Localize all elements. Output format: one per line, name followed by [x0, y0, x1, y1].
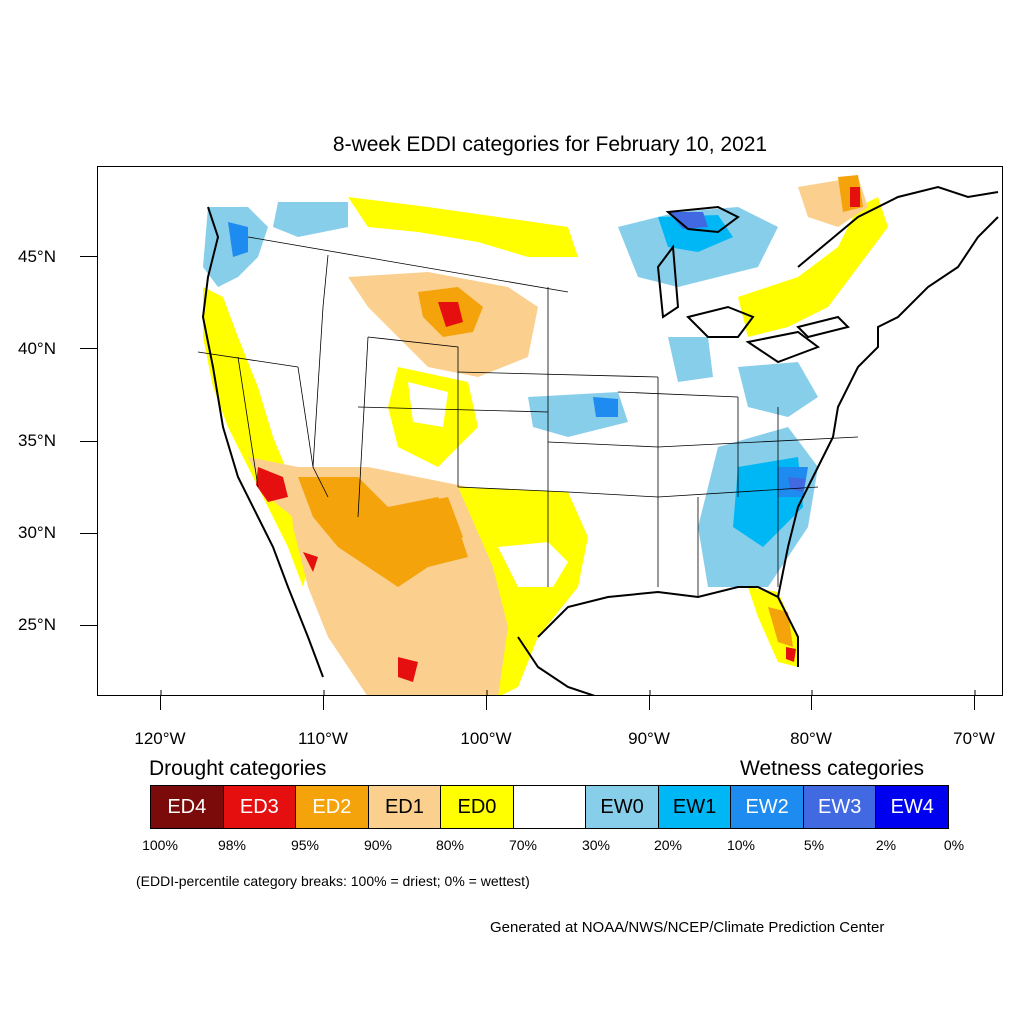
legend-label: ED0	[457, 795, 497, 818]
lon-tick	[160, 696, 161, 710]
region-nv-ed3	[256, 467, 288, 502]
region-northeast-ed0	[738, 197, 888, 337]
break-label: 80%	[435, 837, 465, 853]
legend-cell-ew1: EW1	[658, 786, 732, 828]
lon-label-110: 110°W	[298, 729, 348, 748]
break-label: 98%	[217, 837, 247, 853]
legend-label: EW1	[672, 795, 717, 818]
lon-label-120: 120°W	[134, 729, 186, 748]
lat-tick	[80, 256, 97, 257]
lat-tick	[80, 533, 97, 534]
legend-cell-ew0: EW0	[586, 786, 659, 828]
lon-tick	[811, 696, 812, 710]
break-label: 2%	[875, 837, 897, 853]
legend-cell-ed0: ED0	[441, 786, 514, 828]
lon-label-100: 100°W	[460, 729, 512, 748]
break-label: 95%	[290, 837, 320, 853]
legend-cell-normal	[513, 786, 587, 828]
lon-ticks	[160, 690, 976, 695]
legend-label: ED3	[239, 795, 279, 818]
legend-label: ED1	[384, 795, 424, 818]
lat-tick	[80, 348, 97, 349]
region-texas-ed0	[458, 487, 588, 695]
region-canada-wet	[273, 202, 348, 237]
coastlines	[201, 185, 999, 695]
break-label: 30%	[581, 837, 611, 853]
wetness-categories-title: Wetness categories	[740, 757, 925, 780]
lat-tick	[80, 625, 97, 626]
lat-label-45: 45°N	[18, 247, 56, 266]
legend-label: EW3	[818, 795, 862, 818]
legend-label: ED2	[312, 795, 352, 818]
lat-label-30: 30°N	[18, 523, 56, 542]
drought-categories-title: Drought categories	[149, 757, 327, 780]
region-rockies-white	[408, 382, 448, 427]
legend-label: EW0	[600, 795, 644, 818]
break-label: 20%	[653, 837, 683, 853]
break-label: 5%	[803, 837, 825, 853]
region-montana-ed3	[438, 302, 463, 327]
legend-label: EW2	[745, 795, 789, 818]
legend-cell-ew3: EW3	[803, 786, 877, 828]
legend-cell-ed2: ED2	[296, 786, 369, 828]
region-canada-ed0	[348, 197, 578, 257]
region-iowa-ew1	[593, 397, 618, 417]
lat-label-35: 35°N	[18, 431, 56, 450]
region-florida-ed3	[786, 647, 796, 662]
credit-line: Generated at NOAA/NWS/NCEP/Climate Predi…	[490, 919, 885, 936]
region-florida-ed0	[748, 587, 798, 667]
legend-cell-ed3: ED3	[223, 786, 297, 828]
break-label: 10%	[726, 837, 756, 853]
region-ohio-ew0	[738, 362, 818, 417]
break-label: 70%	[508, 837, 538, 853]
lon-label-90: 90°W	[628, 729, 670, 748]
region-florida-ed1	[768, 607, 793, 647]
legend-label: EW4	[890, 795, 934, 818]
category-legend: ED4 ED3 ED2 ED1 ED0 EW0 EW1 EW2 EW3 EW4	[150, 785, 949, 829]
eddi-map	[160, 175, 999, 695]
legend-label: ED4	[167, 795, 207, 818]
lon-tick	[649, 696, 650, 710]
map-title: 8-week EDDI categories for February 10, …	[332, 133, 768, 156]
region-michigan-ew0	[668, 337, 713, 382]
region-mexico-ed3	[398, 657, 418, 682]
break-label: 0%	[943, 837, 965, 853]
region-westcoast-ed0	[203, 287, 313, 587]
region-superior-ew3	[668, 212, 708, 229]
region-baja-ed3	[303, 552, 318, 572]
region-quebec-ed3	[850, 187, 860, 207]
category-breaks-note: (EDDI-percentile category breaks: 100% =…	[136, 873, 530, 889]
legend-cell-ew4: EW4	[876, 786, 949, 828]
legend-cell-ew2: EW2	[731, 786, 804, 828]
lon-label-70: 70°W	[953, 729, 995, 748]
lon-tick	[974, 696, 975, 710]
region-texas-white	[498, 542, 568, 587]
break-label: 90%	[363, 837, 393, 853]
legend-cell-ed4: ED4	[151, 786, 224, 828]
lat-label-25: 25°N	[18, 615, 56, 634]
lat-tick	[80, 441, 97, 442]
state-boundaries	[197, 236, 859, 597]
region-pnw-ew2	[228, 222, 248, 257]
region-greatlakes-ew1	[658, 215, 733, 252]
lon-label-80: 80°W	[790, 729, 832, 748]
lat-label-40: 40°N	[18, 339, 56, 358]
map-panel	[97, 166, 1003, 696]
break-label: 100%	[142, 837, 178, 853]
legend-cell-ed1: ED1	[368, 786, 442, 828]
lon-tick	[486, 696, 487, 710]
lon-tick	[323, 696, 324, 710]
region-nm-ed2	[398, 497, 463, 557]
